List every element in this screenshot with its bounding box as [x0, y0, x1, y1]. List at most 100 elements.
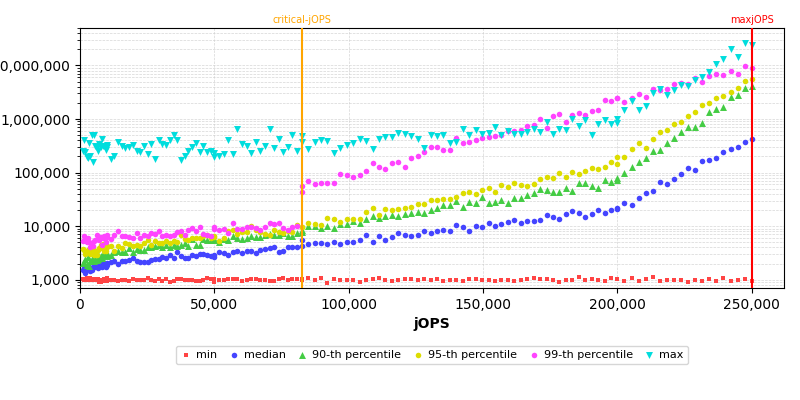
max — [130, 148, 143, 154]
max — [654, 86, 666, 92]
median — [208, 254, 221, 260]
95-th percentile — [703, 100, 716, 106]
99-th percentile — [97, 235, 110, 241]
95-th percentile — [308, 221, 321, 228]
95-th percentile — [217, 235, 230, 242]
90-th percentile — [290, 230, 303, 237]
max — [99, 146, 112, 153]
95-th percentile — [85, 247, 98, 253]
90-th percentile — [93, 252, 106, 259]
max — [527, 126, 540, 132]
95-th percentile — [411, 200, 424, 207]
90-th percentile — [514, 194, 527, 201]
median — [546, 214, 559, 220]
95-th percentile — [111, 243, 124, 249]
99-th percentile — [605, 98, 618, 104]
median — [286, 244, 299, 250]
90-th percentile — [201, 236, 214, 243]
median — [82, 264, 95, 270]
99-th percentile — [290, 223, 303, 230]
99-th percentile — [738, 63, 751, 70]
90-th percentile — [360, 216, 373, 222]
min — [327, 276, 340, 282]
min — [98, 276, 110, 282]
90-th percentile — [167, 242, 180, 248]
median — [553, 216, 566, 222]
95-th percentile — [625, 146, 638, 152]
95-th percentile — [97, 241, 110, 248]
90-th percentile — [295, 229, 308, 235]
90-th percentile — [710, 106, 723, 112]
99-th percentile — [85, 240, 98, 247]
median — [534, 217, 546, 224]
max — [76, 148, 89, 154]
90-th percentile — [90, 256, 103, 263]
median — [354, 237, 366, 243]
median — [639, 190, 652, 196]
median — [163, 252, 176, 258]
max — [115, 143, 128, 149]
median — [405, 233, 418, 239]
max — [495, 132, 508, 139]
95-th percentile — [126, 243, 139, 250]
99-th percentile — [88, 238, 101, 244]
95-th percentile — [559, 174, 572, 181]
median — [470, 223, 482, 229]
90-th percentile — [667, 135, 680, 141]
min — [277, 275, 290, 281]
99-th percentile — [373, 164, 386, 170]
min — [502, 277, 514, 283]
median — [277, 247, 290, 254]
median — [592, 207, 605, 213]
min — [142, 274, 154, 281]
median — [115, 257, 128, 264]
95-th percentile — [272, 229, 285, 235]
90-th percentile — [99, 250, 112, 256]
95-th percentile — [201, 232, 214, 238]
99-th percentile — [418, 149, 430, 155]
max — [424, 132, 437, 138]
90-th percentile — [347, 218, 360, 225]
max — [405, 133, 418, 139]
95-th percentile — [156, 240, 169, 246]
99-th percentile — [126, 235, 139, 242]
max — [119, 145, 132, 152]
99-th percentile — [534, 115, 546, 122]
95-th percentile — [82, 248, 94, 254]
min — [119, 276, 132, 283]
95-th percentile — [208, 234, 221, 240]
99-th percentile — [193, 223, 206, 230]
99-th percentile — [392, 158, 405, 165]
95-th percentile — [639, 144, 652, 151]
max — [145, 141, 158, 147]
99-th percentile — [171, 229, 184, 235]
min — [231, 276, 244, 282]
90-th percentile — [204, 236, 217, 243]
90-th percentile — [746, 83, 758, 89]
max — [101, 144, 114, 151]
99-th percentile — [717, 72, 730, 78]
90-th percentile — [437, 202, 450, 208]
95-th percentile — [540, 174, 553, 180]
median — [632, 194, 645, 201]
99-th percentile — [82, 239, 95, 246]
90-th percentile — [171, 242, 184, 249]
99-th percentile — [661, 86, 674, 92]
99-th percentile — [379, 165, 392, 172]
Text: critical-jOPS: critical-jOPS — [272, 15, 331, 25]
90-th percentile — [152, 242, 165, 248]
99-th percentile — [386, 160, 398, 166]
95-th percentile — [119, 240, 132, 246]
95-th percentile — [250, 226, 262, 233]
median — [95, 264, 108, 270]
95-th percentile — [277, 230, 290, 236]
90-th percentile — [250, 234, 262, 240]
median — [373, 233, 386, 240]
max — [86, 158, 99, 165]
90-th percentile — [268, 232, 281, 238]
min — [566, 276, 578, 283]
median — [514, 220, 527, 227]
min — [611, 276, 624, 282]
90-th percentile — [592, 185, 605, 191]
min — [204, 276, 217, 282]
